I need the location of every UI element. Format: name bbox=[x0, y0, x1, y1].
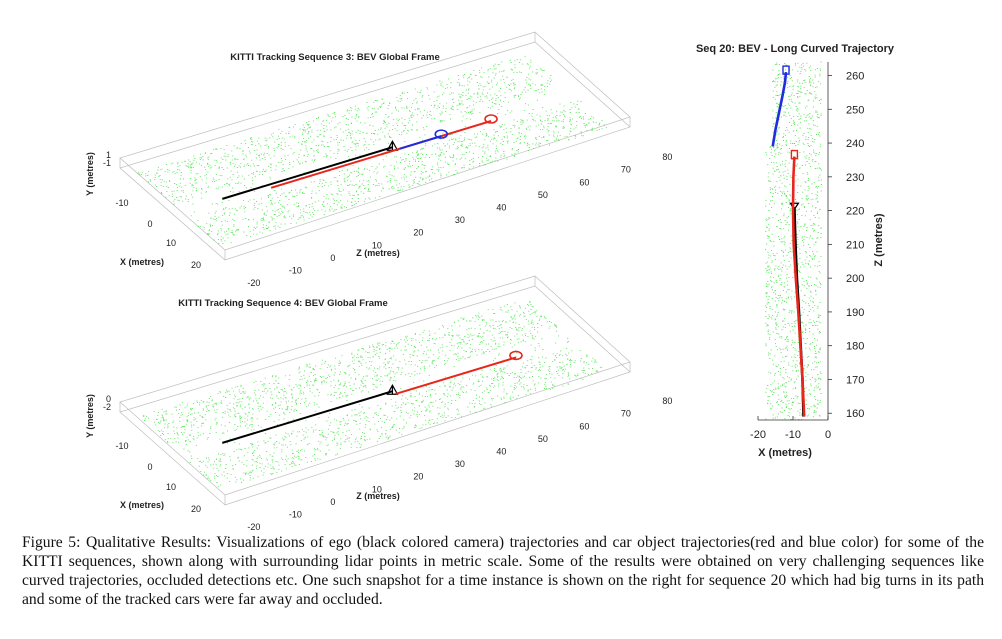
tick-label: -20 bbox=[750, 429, 766, 441]
tick-label: 220 bbox=[846, 206, 864, 218]
lidar-points bbox=[143, 301, 603, 488]
tick-label: 80 bbox=[662, 396, 672, 406]
tick-label: 20 bbox=[191, 260, 201, 270]
car-box-marker bbox=[509, 350, 523, 361]
axes: 160 170 180 190 200 210 220 230 240 250 260 -20 -10 0 bbox=[750, 62, 864, 441]
tick-label: 250 bbox=[846, 104, 864, 116]
trajectory-line bbox=[791, 156, 806, 417]
camera-marker bbox=[386, 383, 399, 395]
tick-label: 210 bbox=[846, 239, 864, 251]
tick-label: 10 bbox=[372, 484, 382, 494]
trajectory-line bbox=[399, 135, 442, 150]
trajectory-line bbox=[270, 120, 492, 189]
tick-label: 50 bbox=[538, 190, 548, 200]
tick-label: 200 bbox=[846, 273, 864, 285]
tick-label: 170 bbox=[846, 374, 864, 386]
tick-label: -10 bbox=[115, 441, 128, 451]
y-axis-label: Y (metres) bbox=[85, 152, 95, 196]
tick-label: 20 bbox=[413, 228, 423, 238]
y-axis-label: Y (metres) bbox=[85, 394, 95, 438]
tick-label: 230 bbox=[846, 172, 864, 184]
tick-label: 0 bbox=[106, 394, 111, 404]
x-axis-label: X (metres) bbox=[120, 500, 164, 510]
tick-label: 60 bbox=[579, 421, 589, 431]
tick-label: 20 bbox=[191, 504, 201, 514]
z-axis-ticks: -20 -10 0 10 20 30 40 50 60 70 80 bbox=[247, 396, 672, 530]
tick-label: 0 bbox=[147, 462, 152, 472]
y-axis-ticks: 0 -2 bbox=[103, 394, 111, 412]
tick-label: -1 bbox=[103, 158, 111, 168]
tick-label: 50 bbox=[538, 434, 548, 444]
tick-label: -2 bbox=[103, 402, 111, 412]
figure-panels: KITTI Tracking Sequence 3: BEV Global Fr… bbox=[85, 31, 895, 530]
trajectories bbox=[222, 114, 498, 200]
tick-label: 10 bbox=[166, 238, 176, 248]
y-axis-ticks: 1 -1 bbox=[103, 150, 111, 168]
car-box-marker bbox=[782, 65, 790, 75]
z-axis-ticks: -20 -10 0 10 20 30 40 50 60 70 80 bbox=[247, 152, 672, 288]
frame-box bbox=[119, 275, 631, 506]
tick-label: 190 bbox=[846, 307, 864, 319]
trajectory-line bbox=[222, 390, 393, 444]
x-axis-label: X (metres) bbox=[758, 447, 812, 459]
tick-label: -10 bbox=[785, 429, 801, 441]
tick-label: 80 bbox=[662, 152, 672, 162]
lidar-point-cloud bbox=[137, 55, 607, 244]
chart-title: KITTI Tracking Sequence 3: BEV Global Fr… bbox=[230, 52, 440, 63]
tick-label: 30 bbox=[455, 215, 465, 225]
lidar-point-cloud bbox=[143, 301, 603, 488]
x-axis-label: X (metres) bbox=[120, 257, 164, 267]
tick-label: -20 bbox=[247, 278, 260, 288]
z-axis-label: Z (metres) bbox=[356, 248, 400, 258]
tick-label: 0 bbox=[330, 253, 335, 263]
tick-label: 0 bbox=[147, 219, 152, 229]
tick-label: -10 bbox=[115, 198, 128, 208]
tick-label: 60 bbox=[579, 177, 589, 187]
car-box-marker bbox=[790, 149, 799, 160]
figure-caption: Figure 5: Qualitative Results: Visualiza… bbox=[22, 534, 984, 608]
tick-label: 20 bbox=[413, 472, 423, 482]
tick-label: -20 bbox=[247, 522, 260, 530]
y-axis-label: Z (metres) bbox=[873, 213, 885, 267]
tick-label: -10 bbox=[289, 510, 302, 520]
lidar-points bbox=[137, 55, 607, 244]
tick-label: 180 bbox=[846, 341, 864, 353]
frame-box bbox=[119, 31, 631, 261]
tick-label: -10 bbox=[289, 266, 302, 276]
panel-seq3: KITTI Tracking Sequence 3: BEV Global Fr… bbox=[85, 31, 672, 288]
trajectory-line bbox=[395, 356, 517, 395]
tick-label: 10 bbox=[372, 240, 382, 250]
tick-label: 260 bbox=[846, 71, 864, 83]
chart-title: Seq 20: BEV - Long Curved Trajectory bbox=[696, 43, 895, 55]
trajectories bbox=[771, 65, 806, 417]
tick-label: 40 bbox=[496, 203, 506, 213]
trajectories bbox=[222, 350, 523, 444]
tick-label: 70 bbox=[621, 409, 631, 419]
chart-title: KITTI Tracking Sequence 4: BEV Global Fr… bbox=[178, 298, 388, 309]
car-box-marker bbox=[484, 114, 498, 124]
tick-label: 40 bbox=[496, 447, 506, 457]
trajectory-line bbox=[222, 146, 393, 200]
panel-seq20: Seq 20: BEV - Long Curved Trajectory 160… bbox=[696, 43, 895, 459]
tick-label: 70 bbox=[621, 165, 631, 175]
tick-label: 10 bbox=[166, 482, 176, 492]
car-box-marker bbox=[434, 129, 449, 139]
tick-label: 0 bbox=[825, 429, 831, 441]
tick-label: 30 bbox=[455, 459, 465, 469]
tick-label: 160 bbox=[846, 408, 864, 420]
trajectory-line bbox=[771, 71, 788, 147]
x-axis-ticks: -10 0 10 20 bbox=[115, 198, 201, 270]
z-axis-label: Z (metres) bbox=[356, 491, 400, 501]
panel-seq4: KITTI Tracking Sequence 4: BEV Global Fr… bbox=[85, 275, 672, 530]
x-axis-ticks: -10 0 10 20 bbox=[115, 441, 201, 514]
tick-label: 240 bbox=[846, 138, 864, 150]
tick-label: 0 bbox=[330, 497, 335, 507]
tick-label: 1 bbox=[106, 150, 111, 160]
